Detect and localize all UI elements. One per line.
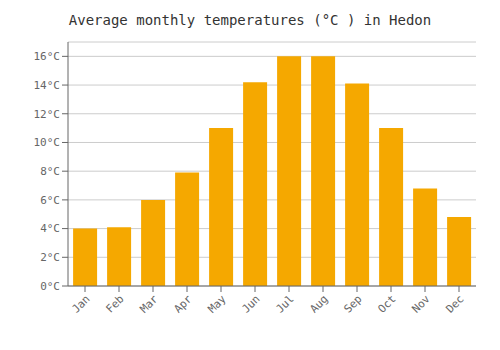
svg-text:Jan: Jan <box>69 292 92 315</box>
svg-text:14°C: 14°C <box>34 79 61 92</box>
svg-text:0°C: 0°C <box>40 280 60 293</box>
html-text:Average monthly temperatures (: Average monthly temperatures (°C ) in He… <box>68 12 432 28</box>
svg-text:Aug: Aug <box>307 292 330 315</box>
svg-text:Feb: Feb <box>103 292 126 315</box>
svg-text:4°C: 4°C <box>40 222 60 235</box>
svg-text:10°C: 10°C <box>34 136 61 149</box>
svg-text:Oct: Oct <box>375 292 398 315</box>
svg-text:Nov: Nov <box>409 292 433 316</box>
svg-text:Apr: Apr <box>171 292 195 316</box>
svg-text:8°C: 8°C <box>40 165 60 178</box>
svg-text:Dec: Dec <box>443 292 466 315</box>
svg-text:Mar: Mar <box>137 292 161 316</box>
svg-text:May: May <box>205 292 229 316</box>
svg-text:12°C: 12°C <box>34 108 61 121</box>
svg-text:Jul: Jul <box>273 292 296 315</box>
svg-text:6°C: 6°C <box>40 194 60 207</box>
svg-text:16°C: 16°C <box>34 50 61 63</box>
svg-text:2°C: 2°C <box>40 251 60 264</box>
svg-text:Sep: Sep <box>341 292 364 315</box>
svg-text:Jun: Jun <box>239 292 262 315</box>
